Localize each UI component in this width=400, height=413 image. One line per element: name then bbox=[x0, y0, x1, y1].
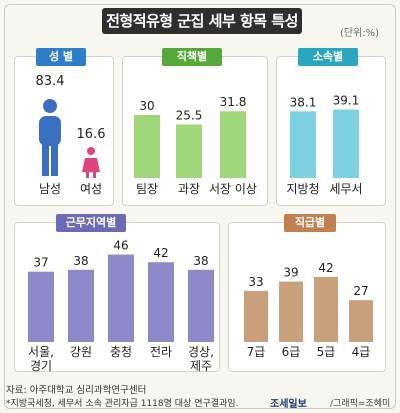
tick-label: 과장 bbox=[178, 182, 200, 196]
data-label: 42 bbox=[153, 246, 168, 260]
male-figure-icon bbox=[39, 99, 61, 176]
panel-position-title: 직책별 bbox=[162, 48, 222, 66]
data-label: 42 bbox=[318, 261, 333, 275]
tick-label: 세무서 bbox=[329, 182, 362, 196]
bar bbox=[108, 254, 134, 342]
panel-gender bbox=[14, 56, 114, 206]
tick-label: 제주 bbox=[190, 359, 212, 373]
infographic-frame bbox=[4, 4, 396, 409]
tick-label: 6급 bbox=[282, 345, 301, 359]
tick-label: 5급 bbox=[317, 345, 336, 359]
tick-label: 4급 bbox=[352, 345, 371, 359]
bar bbox=[290, 111, 316, 178]
publisher-logo: 조세일보 bbox=[270, 399, 307, 410]
data-label: 25.5 bbox=[176, 108, 203, 122]
data-label: 83.4 bbox=[36, 74, 65, 89]
source-text: 자료: 아주대학교 심리과학연구센터 bbox=[6, 385, 147, 396]
data-label: 38 bbox=[193, 254, 208, 268]
tick-label: 강원 bbox=[70, 345, 92, 359]
tick-label: 전라 bbox=[150, 345, 172, 359]
data-label: 16.6 bbox=[77, 127, 106, 142]
data-label: 30 bbox=[139, 99, 154, 113]
panel-gender-title: 성 별 bbox=[36, 48, 86, 66]
bar bbox=[333, 109, 359, 178]
panel-affiliation-title: 소속별 bbox=[298, 48, 358, 66]
bar bbox=[220, 111, 246, 178]
tick-label: 7급 bbox=[247, 345, 266, 359]
note-text: *지방국세청, 세무서 소속 관리자급 1118명 대상 연구결과임. bbox=[6, 399, 239, 409]
data-label: 38 bbox=[73, 254, 88, 268]
data-label: 39.1 bbox=[333, 94, 360, 108]
bar bbox=[68, 269, 94, 342]
tick-label: 서울, bbox=[28, 345, 54, 359]
data-label: 39 bbox=[283, 266, 298, 280]
tick-label: 여성 bbox=[80, 182, 102, 196]
unit-label: (단위:%) bbox=[340, 28, 380, 39]
data-label: 33 bbox=[248, 275, 263, 289]
tick-label: 충청 bbox=[110, 345, 132, 359]
tick-label: 경상, bbox=[188, 345, 214, 359]
tick-label: 지방청 bbox=[286, 182, 319, 196]
data-label: 38.1 bbox=[290, 95, 317, 109]
bar bbox=[176, 124, 202, 178]
bar bbox=[279, 281, 303, 342]
data-label: 31.8 bbox=[220, 95, 247, 109]
bar bbox=[134, 115, 160, 178]
tick-label: 팀장 bbox=[136, 182, 158, 196]
bar bbox=[188, 269, 214, 342]
panel-region-title: 근무지역별 bbox=[56, 214, 126, 232]
panel-rank-title: 직급별 bbox=[284, 214, 336, 232]
bar bbox=[349, 300, 373, 342]
page-title: 전형적유형 군집 세부 항목 특성 bbox=[102, 8, 302, 34]
bar bbox=[148, 262, 174, 342]
female-figure-icon bbox=[82, 147, 100, 178]
graphic-credit: /그래픽=조혜미 bbox=[330, 399, 391, 409]
bar bbox=[314, 276, 338, 342]
data-label: 27 bbox=[353, 284, 368, 298]
tick-label: 남성 bbox=[39, 182, 61, 196]
bar bbox=[244, 290, 268, 342]
data-label: 37 bbox=[33, 256, 48, 270]
tick-label: 경기 bbox=[30, 359, 52, 373]
tick-label: 서장 이상 bbox=[209, 182, 257, 196]
data-label: 46 bbox=[113, 239, 128, 253]
bar bbox=[28, 271, 54, 342]
